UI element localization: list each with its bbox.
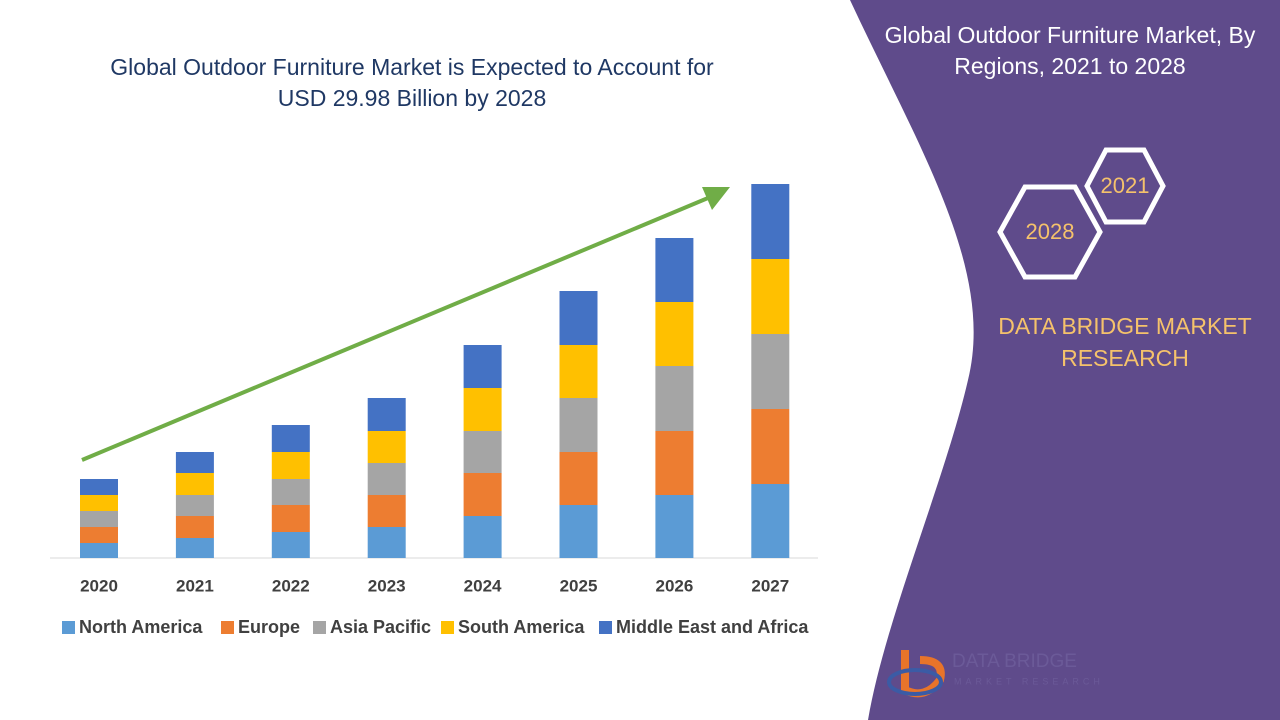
legend-swatch <box>221 621 234 634</box>
bar-segment <box>367 398 406 431</box>
bar-segment <box>463 345 502 388</box>
bar-segment <box>655 238 694 302</box>
legend-label: Middle East and Africa <box>616 617 809 637</box>
bar-segment <box>463 516 502 558</box>
x-tick-label: 2026 <box>655 576 693 595</box>
bar-segment <box>655 302 694 366</box>
legend-label: North America <box>79 617 203 637</box>
bar-segment <box>559 291 598 345</box>
bar-segment <box>559 398 598 452</box>
bar-segment <box>751 484 790 558</box>
bar-segment <box>175 516 214 538</box>
bar-segment <box>655 495 694 558</box>
legend-swatch <box>313 621 326 634</box>
legend-label: Europe <box>238 617 300 637</box>
bar-segment <box>463 388 502 431</box>
bar-segment <box>751 334 790 409</box>
logo-sub: MARKET RESEARCH <box>954 676 1104 686</box>
bar-segment <box>175 452 214 473</box>
legend-label: Asia Pacific <box>330 617 431 637</box>
side-title: Global Outdoor Furniture Market, By Regi… <box>884 22 1256 79</box>
bar-segment <box>271 425 310 452</box>
bar-segment <box>655 366 694 431</box>
side-panel <box>850 0 1280 720</box>
bar-segment <box>175 538 214 558</box>
bar-segment <box>559 345 598 398</box>
bar-segment <box>751 184 790 259</box>
hex-label: 2028 <box>1026 219 1075 244</box>
x-tick-label: 2020 <box>80 576 118 595</box>
bar-segment <box>175 495 214 516</box>
hexagon <box>1084 147 1166 225</box>
bar-segment <box>655 431 694 495</box>
x-tick-label: 2022 <box>272 576 310 595</box>
bar-segment <box>271 532 310 558</box>
legend-swatch <box>599 621 612 634</box>
bar-segment <box>751 259 790 334</box>
bar-segment <box>367 431 406 463</box>
bar-segment <box>463 431 502 473</box>
bar-segment <box>271 479 310 505</box>
legend-swatch <box>62 621 75 634</box>
trend-arrow <box>81 196 709 462</box>
bar-segment <box>367 495 406 527</box>
brand: DATA BRIDGE MARKET RESEARCH <box>998 313 1252 371</box>
bar-segment <box>463 473 502 516</box>
bar-segment <box>559 505 598 558</box>
bar-segment <box>367 463 406 495</box>
hex-label: 2021 <box>1101 173 1150 198</box>
bar-segment <box>80 511 118 527</box>
bar-segment <box>80 543 118 558</box>
bar-segment <box>751 409 790 484</box>
trend-arrowhead <box>702 187 730 210</box>
bar-segment <box>271 452 310 479</box>
bar-segment <box>367 527 406 558</box>
x-tick-label: 2023 <box>368 576 406 595</box>
bar-segment <box>80 527 118 543</box>
legend-label: South America <box>458 617 585 637</box>
hexagon <box>997 184 1103 280</box>
bar-segment <box>175 473 214 495</box>
x-tick-label: 2027 <box>751 576 789 595</box>
x-tick-label: 2025 <box>560 576 598 595</box>
bar-segment <box>271 505 310 532</box>
x-tick-label: 2024 <box>464 576 502 595</box>
bar-segment <box>80 479 118 495</box>
chart-title: Global Outdoor Furniture Market is Expec… <box>110 54 714 111</box>
legend-swatch <box>441 621 454 634</box>
logo-name: DATA BRIDGE <box>952 651 1077 672</box>
bar-segment <box>80 495 118 511</box>
x-tick-label: 2021 <box>176 576 214 595</box>
logo-mark <box>887 668 943 696</box>
bar-segment <box>559 452 598 505</box>
